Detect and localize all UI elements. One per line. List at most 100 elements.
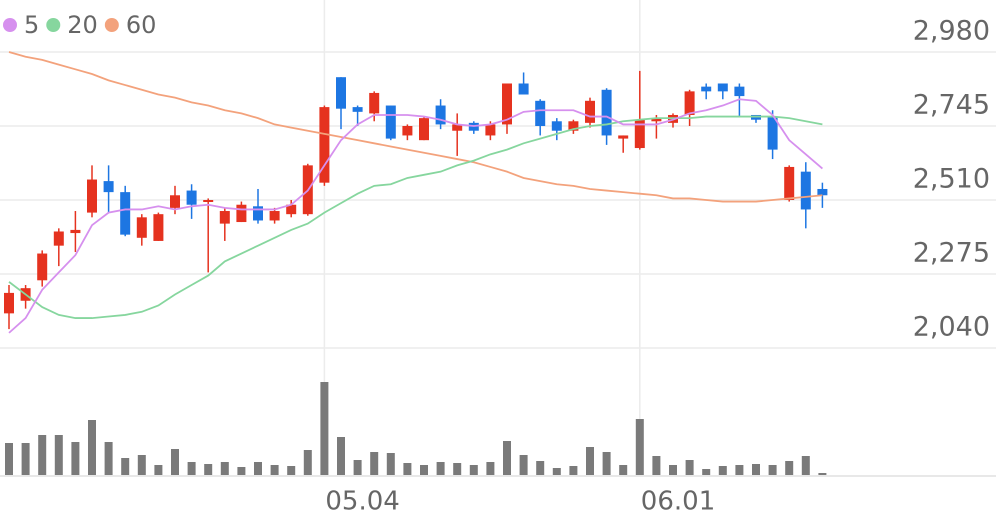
y-tick-label: 2,510 bbox=[913, 164, 990, 195]
volume-bar bbox=[453, 463, 462, 475]
volume-bar bbox=[104, 442, 113, 475]
candle-body bbox=[618, 135, 629, 139]
candle-body bbox=[452, 124, 463, 131]
volume-bar bbox=[88, 420, 96, 475]
y-tick-label: 2,275 bbox=[913, 238, 990, 269]
candle-body bbox=[170, 195, 180, 208]
volume-bar bbox=[735, 465, 744, 475]
candle-body bbox=[601, 89, 612, 136]
volume-bar bbox=[685, 460, 694, 475]
volume-bar bbox=[536, 461, 545, 475]
candle-body bbox=[717, 83, 728, 92]
volume-bar bbox=[154, 465, 163, 475]
candle-body bbox=[203, 200, 214, 202]
candle-body bbox=[784, 166, 795, 200]
volume-bar bbox=[187, 462, 196, 475]
volume-bar bbox=[54, 435, 63, 475]
candle-body bbox=[369, 92, 380, 114]
candle-body bbox=[551, 121, 562, 131]
candle-body bbox=[253, 206, 263, 221]
x-tick-label: 06.01 bbox=[641, 487, 715, 517]
candle-body bbox=[535, 100, 546, 126]
candle-body bbox=[269, 211, 280, 221]
volume-bar bbox=[220, 462, 229, 475]
legend-label: 60 bbox=[126, 11, 157, 39]
moving-average-line bbox=[8, 115, 823, 319]
candle-body bbox=[4, 292, 14, 314]
moving-average-line bbox=[8, 98, 823, 334]
candle-body bbox=[53, 231, 64, 246]
candle-body bbox=[684, 91, 695, 115]
volume-bar bbox=[469, 465, 478, 475]
volume-bar bbox=[503, 441, 511, 475]
candle-body bbox=[87, 179, 97, 213]
volume-bar bbox=[254, 462, 262, 475]
candle-body bbox=[585, 100, 595, 123]
candle-body bbox=[352, 107, 363, 112]
candle-body bbox=[186, 190, 197, 205]
candle-body bbox=[120, 192, 131, 235]
legend-dot bbox=[104, 18, 119, 32]
candle-body bbox=[236, 204, 247, 223]
volume-bar bbox=[5, 443, 13, 475]
candle-body bbox=[385, 105, 396, 139]
candle-body bbox=[286, 204, 297, 215]
volume-bar bbox=[287, 466, 296, 475]
volume-bar bbox=[486, 462, 495, 475]
volume-bar bbox=[768, 465, 777, 475]
candle-body bbox=[419, 118, 429, 141]
y-tick-label: 2,980 bbox=[913, 16, 990, 47]
volume-bar bbox=[569, 466, 578, 475]
y-tick-label: 2,745 bbox=[913, 90, 990, 121]
candle-body bbox=[767, 116, 778, 150]
volume-bar bbox=[801, 456, 810, 475]
volume-bar bbox=[370, 452, 379, 475]
volume-bar bbox=[71, 442, 80, 475]
legend-label: 5 bbox=[24, 11, 39, 39]
candle-body bbox=[734, 86, 745, 97]
volume-bar bbox=[38, 435, 47, 475]
candle-body bbox=[103, 181, 114, 193]
volume-bar bbox=[752, 464, 760, 475]
volume-bar bbox=[635, 419, 644, 475]
candle-body bbox=[435, 105, 446, 125]
volume-bar bbox=[320, 382, 329, 475]
candle-body bbox=[518, 83, 529, 95]
volume-bar bbox=[818, 473, 827, 475]
legend-dot bbox=[46, 18, 61, 32]
volume-bar bbox=[436, 462, 445, 475]
volume-bar bbox=[519, 455, 528, 475]
candle-body bbox=[634, 119, 645, 149]
volume-bar bbox=[552, 468, 561, 475]
volume-bar bbox=[337, 437, 345, 475]
volume-bar bbox=[602, 452, 611, 475]
candle-body bbox=[319, 107, 330, 183]
legend-dot bbox=[3, 18, 17, 32]
candle-body bbox=[336, 77, 346, 109]
volume-bar bbox=[303, 450, 312, 475]
candle-body bbox=[651, 118, 662, 122]
candle-body bbox=[800, 171, 811, 210]
volume-bar bbox=[171, 449, 179, 475]
volume-bar bbox=[702, 469, 711, 475]
candle-body bbox=[701, 86, 712, 92]
y-tick-label: 2,040 bbox=[913, 312, 990, 343]
volume-bar bbox=[669, 465, 677, 475]
candle-body bbox=[402, 126, 413, 136]
volume-bar bbox=[785, 461, 794, 475]
volume-bar bbox=[718, 466, 727, 475]
volume-bar bbox=[204, 464, 213, 475]
volume-bar bbox=[237, 467, 246, 475]
volume-bar bbox=[353, 460, 362, 475]
candle-body bbox=[485, 124, 496, 136]
volume-bar bbox=[586, 447, 594, 475]
volume-bar bbox=[403, 463, 412, 475]
candle-body bbox=[502, 83, 512, 125]
candle-body bbox=[817, 188, 828, 196]
candle-body bbox=[219, 211, 230, 224]
moving-average-line bbox=[8, 51, 823, 203]
candle-body bbox=[136, 217, 147, 238]
volume-bar bbox=[386, 453, 395, 475]
legend-label: 20 bbox=[67, 11, 98, 39]
